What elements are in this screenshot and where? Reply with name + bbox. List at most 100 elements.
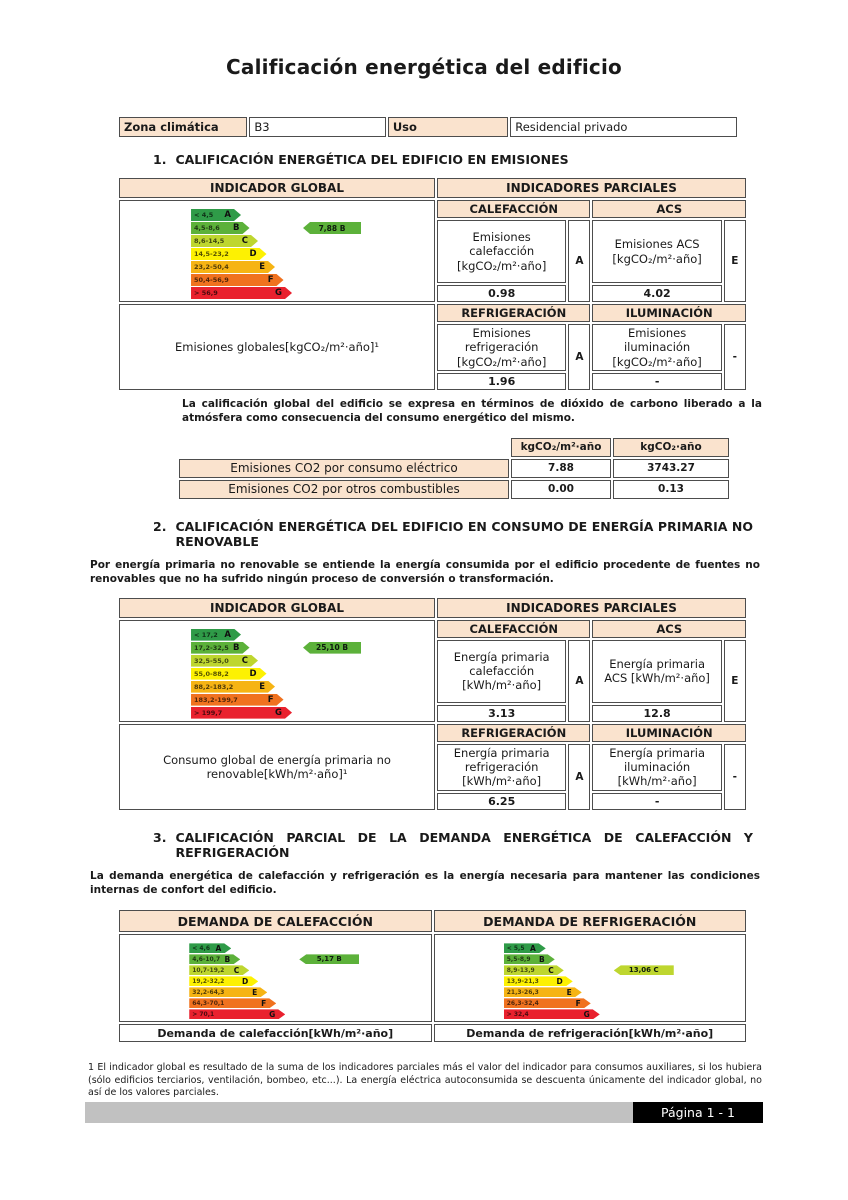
scale-band-range: 4,5-8,6	[194, 224, 220, 232]
scale-band-letter: E	[259, 681, 266, 692]
co2-electric-total: 3743.27	[613, 458, 729, 478]
primary-energy-rating-scale: < 17,2 A 17,2-32,5 B 32,5-55,0 C 55,0-88,2 D 88,…	[191, 629, 363, 719]
lighting-header: ILUMINACIÓN	[592, 723, 746, 742]
dhw-primary-letter: E	[723, 639, 746, 722]
table-row: DEMANDA DE CALEFACCIÓN DEMANDA DE REFRIG…	[119, 910, 746, 933]
scale-band-range: > 56,9	[194, 289, 218, 297]
scale-band-letter: D	[249, 249, 257, 259]
section3-title: CALIFICACIÓN PARCIAL DE LA DEMANDA ENERG…	[175, 829, 753, 860]
section3-heading: 3. CALIFICACIÓN PARCIAL DE LA DEMANDA EN…	[153, 830, 753, 860]
scale-band-letter: A	[224, 210, 232, 220]
scale-band-letter: F	[267, 275, 274, 285]
scale-band-letter: G	[269, 1009, 276, 1019]
global-primary-label: Consumo global de energía primaria no re…	[119, 723, 436, 810]
table-row: kgCO₂/m²·año kgCO₂·año	[179, 437, 729, 457]
co2-other-fuels-total: 0.13	[613, 479, 729, 499]
heating-primary-value: 3.13	[437, 704, 567, 722]
scale-band-letter: D	[556, 976, 563, 986]
scale-band-range: 50,4-56,9	[194, 276, 229, 284]
lighting-primary-value: -	[592, 792, 722, 810]
scale-band-d: 14,5-23,2 D	[191, 248, 267, 260]
heating-demand-header: DEMANDA DE CALEFACCIÓN	[119, 910, 432, 933]
scale-band-letter: C	[233, 965, 240, 975]
global-indicator-header: INDICADOR GLOBAL	[119, 178, 436, 198]
co2-electric-label: Emisiones CO2 por consumo eléctrico	[179, 458, 509, 478]
co2-empty-corner	[179, 438, 509, 457]
table-row: 6.25 -	[119, 792, 746, 810]
scale-band-range: 26,3-32,4	[506, 999, 539, 1007]
table-row: INDICADOR GLOBAL INDICADORES PARCIALES	[119, 178, 746, 198]
cooling-header: REFRIGERACIÓN	[437, 723, 591, 742]
scale-band-b: 5,5-8,9 B	[504, 954, 555, 964]
table-row: Emisiones CO2 por consumo eléctrico 7.88…	[179, 458, 729, 478]
scale-band-d: 13,9-21,3 D	[504, 976, 573, 986]
scale-band-e: 21,3-26,3 E	[504, 987, 582, 997]
table-row: < 4,5 A 4,5-8,6 B 8,6-14,5 C 14,5-23,2 D 23,2-50…	[119, 200, 746, 302]
scale-band-range: 23,2-50,4	[194, 263, 229, 271]
lighting-emissions-label: Emisiones iluminación [kgCO₂/m²·año]	[592, 324, 722, 372]
heating-header: CALEFACCIÓN	[437, 619, 591, 638]
footer-bar: Página 1 - 1	[85, 1102, 763, 1123]
demand-rating-table: DEMANDA DE CALEFACCIÓN DEMANDA DE REFRIG…	[117, 908, 748, 1044]
scale-band-letter: G	[275, 707, 283, 718]
table-row: Consumo global de energía primaria no re…	[119, 723, 746, 810]
heating-emissions-value: 0.98	[437, 285, 567, 302]
scale-band-range: 88,2-183,2	[194, 682, 234, 691]
cooling-header: REFRIGERACIÓN	[437, 304, 591, 322]
page-number-badge: Página 1 - 1	[633, 1102, 763, 1123]
heating-demand-scale-cell: < 4,6 A 4,6-10,7 B 10,7-19,2 C 19,2-32,2 D 32,2-…	[119, 934, 432, 1023]
co2-per-m2-header: kgCO₂/m²·año	[511, 437, 611, 457]
scale-band-b: 4,6-10,7 B	[189, 954, 240, 964]
cooling-demand-rating-scale: < 5,5 A 5,5-8,9 B 8,9-13,9 C 13,9-21,3 D 21,3-26…	[504, 943, 676, 1019]
rating-marker: 25,10 B	[303, 641, 362, 654]
emissions-rating-scale: < 4,5 A 4,5-8,6 B 8,6-14,5 C 14,5-23,2 D 23,2-50…	[191, 209, 363, 299]
primary-energy-scale-cell: < 17,2 A 17,2-32,5 B 32,5-55,0 C 55,0-88,2 D 88,…	[119, 619, 436, 722]
section2-heading: 2. CALIFICACIÓN ENERGÉTICA DEL EDIFICIO …	[153, 519, 753, 549]
scale-band-range: 21,3-26,3	[506, 988, 539, 996]
scale-band-range: 183,2-199,7	[194, 695, 238, 704]
scale-band-range: 32,2-64,3	[192, 988, 225, 996]
table-row: 3.13 12.8	[119, 704, 746, 722]
section2-title: CALIFICACIÓN ENERGÉTICA DEL EDIFICIO EN …	[175, 518, 753, 549]
cooling-demand-scale-cell: < 5,5 A 5,5-8,9 B 8,9-13,9 C 13,9-21,3 D 21,3-26…	[433, 934, 746, 1023]
emissions-scale-cell: < 4,5 A 4,5-8,6 B 8,6-14,5 C 14,5-23,2 D 23,2-50…	[119, 200, 436, 302]
scale-band-letter: B	[233, 642, 240, 653]
scale-band-g: > 56,9 G	[191, 287, 292, 299]
page-title: Calificación energética del edificio	[226, 55, 622, 79]
scale-band-letter: A	[224, 629, 232, 640]
co2-other-fuels-label: Emisiones CO2 por otros combustibles	[179, 479, 509, 499]
cooling-demand-header: DEMANDA DE REFRIGERACIÓN	[433, 910, 746, 933]
dhw-header: ACS	[592, 200, 746, 218]
table-row: Emisiones CO2 por otros combustibles 0.0…	[179, 479, 729, 499]
scale-band-c: 8,9-13,9 C	[504, 965, 564, 975]
cooling-emissions-letter: A	[568, 324, 591, 391]
rating-marker: 5,17 B	[299, 954, 360, 965]
table-row: Energía primaria calefacción [kWh/m²·año…	[119, 639, 746, 722]
heating-header: CALEFACCIÓN	[437, 200, 591, 218]
co2-other-fuels-per-m2: 0.00	[511, 479, 611, 499]
scale-band-e: 88,2-183,2 E	[191, 681, 275, 693]
co2-per-year-header: kgCO₂·año	[613, 437, 729, 457]
table-row: Energía primaria refrigeración [kWh/m²·a…	[119, 743, 746, 810]
table-row: 1.96 -	[119, 373, 746, 391]
scale-band-range: 14,5-23,2	[194, 250, 229, 258]
heating-primary-label: Energía primaria calefacción [kWh/m²·año…	[437, 639, 567, 703]
scale-band-range: 8,9-13,9	[506, 966, 535, 974]
scale-band-range: > 32,4	[506, 1010, 529, 1018]
section1-number: 1.	[153, 152, 167, 167]
scale-band-c: 32,5-55,0 C	[191, 655, 258, 667]
section3-number: 3.	[153, 829, 167, 845]
scale-band-letter: B	[224, 954, 231, 964]
page-number-label: Página 1 - 1	[661, 1105, 735, 1120]
section1-title: CALIFICACIÓN ENERGÉTICA DEL EDIFICIO EN …	[175, 152, 569, 167]
scale-band-g: > 70,1 G	[189, 1009, 285, 1019]
scale-band-range: > 199,7	[194, 708, 223, 717]
scale-band-letter: A	[529, 943, 536, 953]
scale-band-range: 55,0-88,2	[194, 669, 229, 678]
scale-band-letter: F	[267, 694, 274, 705]
scale-band-letter: B	[539, 954, 545, 964]
scale-band-range: 64,3-70,1	[192, 999, 225, 1007]
scale-band-range: 19,2-32,2	[192, 977, 225, 985]
scale-band-range: < 4,6	[192, 944, 210, 952]
